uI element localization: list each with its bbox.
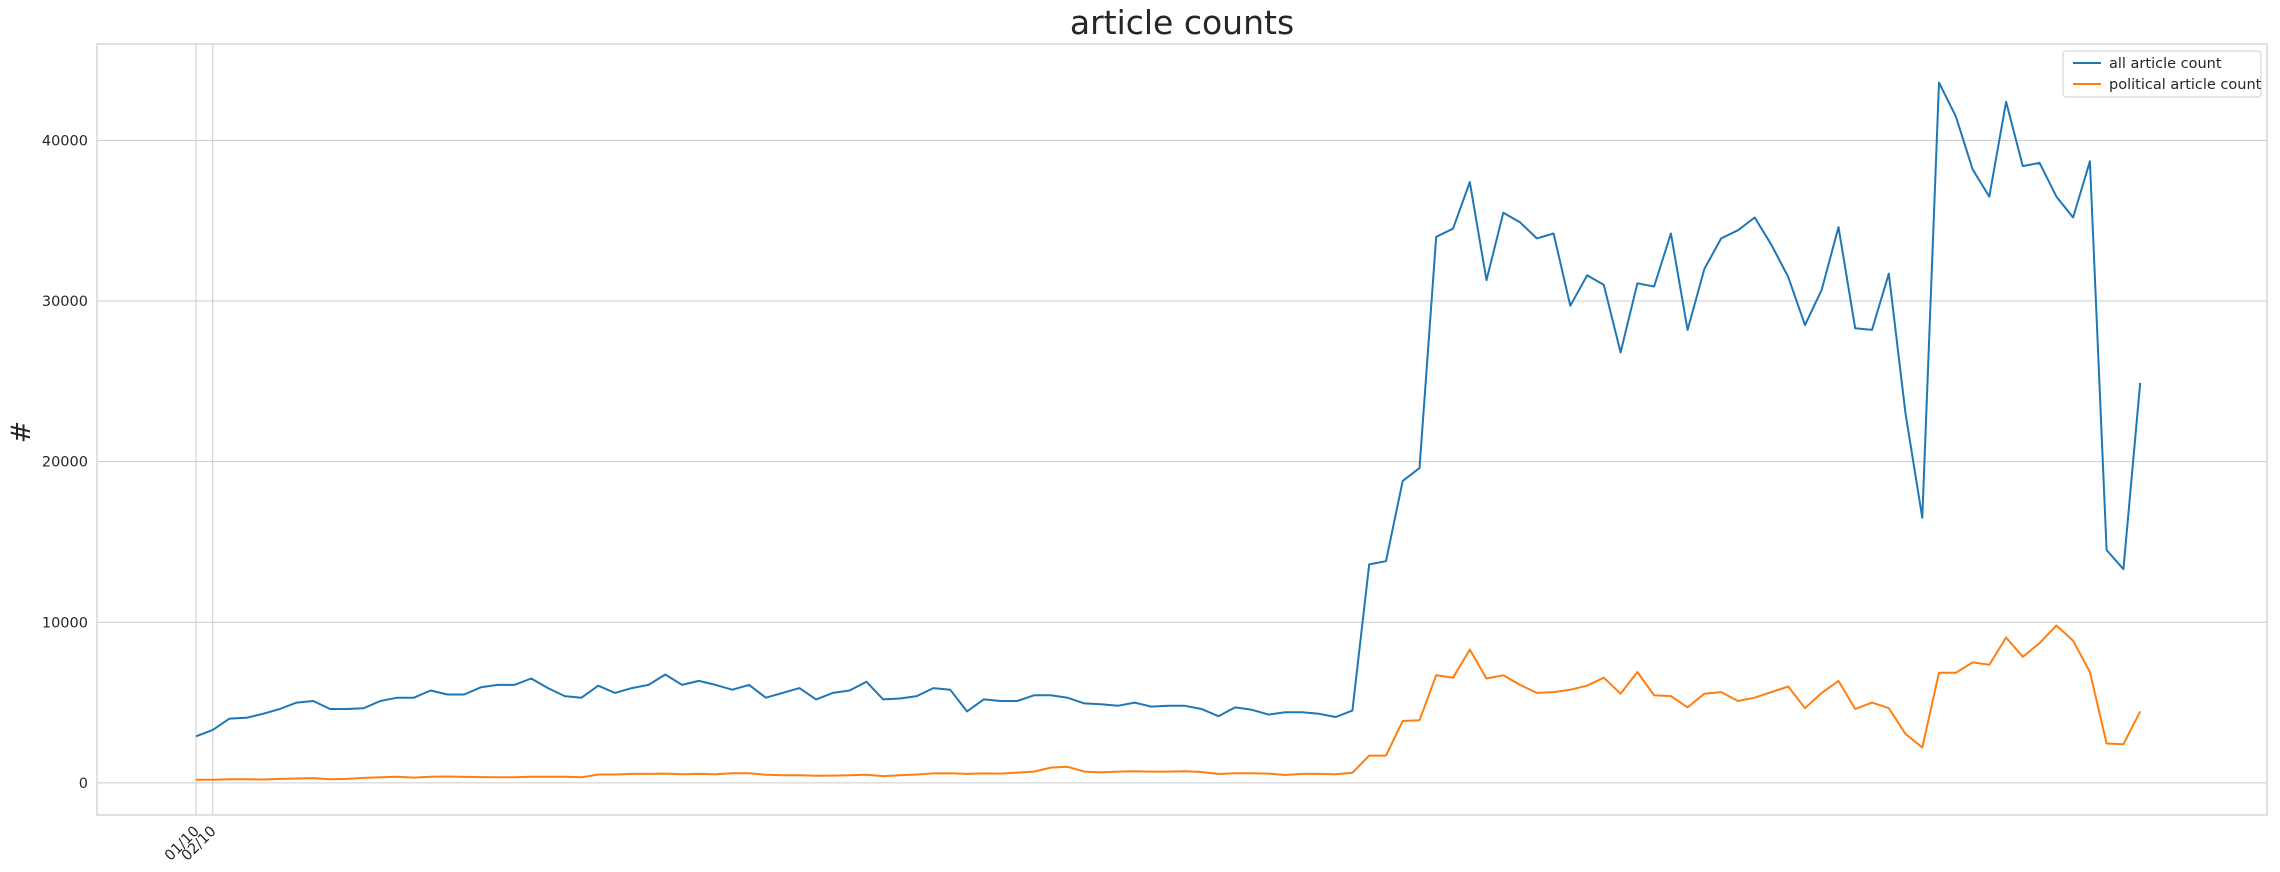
y-tick-label: 20000 <box>42 455 88 471</box>
series-line-political-articles <box>196 624 2142 781</box>
grid-lines <box>97 44 2267 815</box>
plot-frame <box>96 43 2268 816</box>
legend-box <box>2062 50 2262 98</box>
y-tick-label: 0 <box>79 776 88 792</box>
y-axis-label: # <box>6 421 37 444</box>
y-tick-labels: 0 10000 20000 30000 40000 <box>42 133 88 792</box>
legend: all article count political article coun… <box>2062 50 2262 98</box>
series-group <box>195 81 2142 781</box>
y-tick-label: 10000 <box>42 615 88 631</box>
legend-label-political-articles: political article count <box>2109 77 2262 93</box>
chart-title: article counts <box>1070 3 1294 42</box>
y-tick-label: 40000 <box>42 133 88 149</box>
legend-label-all-articles: all article count <box>2109 56 2222 72</box>
series-line-all-articles <box>195 81 2142 738</box>
y-tick-label: 30000 <box>42 294 88 310</box>
